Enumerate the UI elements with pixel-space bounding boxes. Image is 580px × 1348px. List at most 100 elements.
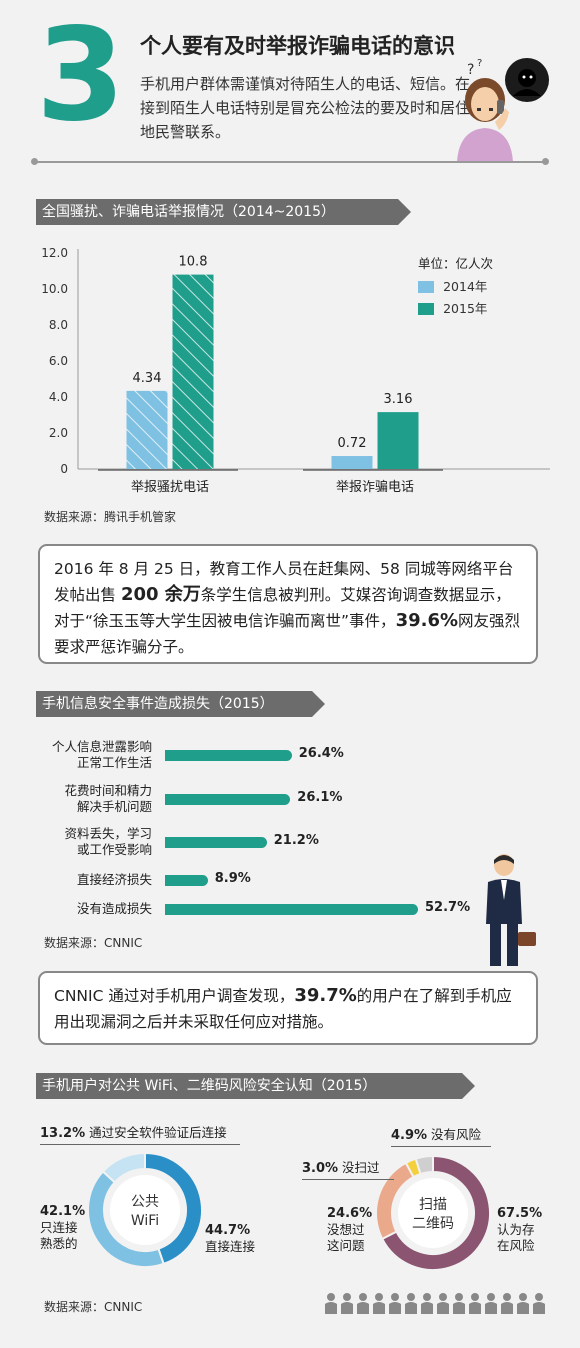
loss-bar <box>165 837 267 848</box>
person-icon <box>487 1293 495 1301</box>
bar-harassment-2014年 <box>126 390 168 469</box>
section-banner-risk: 手机用户对公共 WiFi、二维码风险安全认知（2015） <box>36 1073 475 1099</box>
svg-text:?: ? <box>467 62 474 78</box>
qr-center-label: 扫描 二维码 <box>404 1196 462 1234</box>
person-icon <box>503 1293 511 1301</box>
qr-label-notthought: 24.6% 没想过 这问题 <box>327 1205 372 1254</box>
box2-text-2: 的用户在了解到手机应用出现漏洞之后并未采取任何应对措施。 <box>54 987 512 1031</box>
person-icon <box>343 1293 351 1301</box>
qr-center-line1: 扫描 <box>419 1197 447 1213</box>
report-bar-chart: 0 2.0 4.0 6.0 8.0 10.0 12.0 4.34 10.8 举报骚扰电话 0.72… <box>41 246 550 495</box>
qr-pct-notscanned: 3.0% <box>302 1161 339 1176</box>
y-tick-label: 4.0 <box>49 390 68 404</box>
qr-donut-chart <box>375 1154 491 1271</box>
people-crowd-icon <box>325 1293 545 1314</box>
person-icon <box>341 1302 353 1314</box>
legend-2014: 2014年 <box>418 276 487 295</box>
person-icon <box>423 1293 431 1301</box>
loss-bar <box>165 904 418 915</box>
loss-bar <box>165 794 291 805</box>
wifi-txt-verified: 通过安全软件验证后连接 <box>89 1125 227 1140</box>
person-icon <box>519 1293 527 1301</box>
loss-category-label: 没有造成损失 <box>76 901 152 916</box>
person-icon <box>471 1293 479 1301</box>
person-icon <box>391 1293 399 1301</box>
category-label: 举报骚扰电话 <box>131 480 209 495</box>
qr-txt-norisk: 没有风险 <box>431 1127 482 1142</box>
wifi-slice-2 <box>101 1151 146 1184</box>
qr-slice-0 <box>380 1154 491 1271</box>
wifi-txt-familiar-2: 熟悉的 <box>40 1236 78 1251</box>
wifi-label-familiar: 42.1% 只连接 熟悉的 <box>40 1203 85 1252</box>
legend-2015: 2015年 <box>418 298 487 317</box>
loss-category-label: 资料丢失，学习 或工作受影响 <box>64 826 152 857</box>
legend-swatch-2015 <box>418 302 434 315</box>
wifi-center-line1: 公共 <box>131 1194 159 1210</box>
person-icon <box>325 1302 337 1314</box>
loss-value-label: 26.1% <box>297 790 343 805</box>
qr-label-risk: 67.5% 认为存 在风险 <box>497 1205 542 1254</box>
person-icon <box>453 1302 465 1314</box>
qr-pct-notthought: 24.6% <box>327 1206 373 1221</box>
wifi-label-direct: 44.7% 直接连接 <box>205 1222 255 1255</box>
section-intro: 手机用户群体需谨慎对待陌生人的电话、短信。在接到陌生人电话特别是冒充公检法的要及… <box>140 75 471 141</box>
y-tick-label: 2.0 <box>49 426 68 440</box>
person-icon <box>405 1302 417 1314</box>
legend-swatch-2014 <box>418 280 434 293</box>
qr-txt-risk-1: 认为存 <box>497 1222 535 1237</box>
info-box-student-data: 2016 年 8 月 25 日，教育工作人员在赶集网、58 同城等网络平台发帖出… <box>38 544 538 664</box>
qr-center <box>398 1178 468 1248</box>
wifi-donut-chart <box>87 1151 203 1268</box>
person-icon <box>407 1293 415 1301</box>
box1-text-2: 条学生信息被判刑。艾媒咨询调查数据显示，对于“徐玉玉等大学生因被电信诈骗而离世”… <box>54 586 511 630</box>
loss-value-label: 21.2% <box>273 833 319 848</box>
person-icon <box>373 1302 385 1314</box>
loss-value-label: 8.9% <box>214 871 251 886</box>
bar-value-label: 0.72 <box>338 436 367 451</box>
wifi-txt-direct: 直接连接 <box>205 1239 256 1254</box>
person-icon <box>439 1293 447 1301</box>
person-icon <box>389 1302 401 1314</box>
person-icon <box>485 1302 497 1314</box>
box2-bold-1: 39.7% <box>294 985 357 1006</box>
y-tick-label: 8.0 <box>49 318 68 332</box>
source-note-1: 数据来源：腾讯手机管家 <box>44 510 177 524</box>
loss-category-label: 直接经济损失 <box>76 872 152 887</box>
qr-txt-notscanned: 没扫过 <box>342 1160 380 1175</box>
bar-fraud-2015年 <box>377 412 419 469</box>
box1-bold-2: 39.6% <box>395 610 459 631</box>
box1-bold-1: 200 余万 <box>120 584 201 605</box>
qr-leader-notscanned <box>302 1179 394 1180</box>
person-icon <box>437 1302 449 1314</box>
category-label: 举报诈骗电话 <box>336 480 414 495</box>
qr-txt-notthought-2: 这问题 <box>327 1238 365 1253</box>
wifi-leader-verified <box>40 1144 240 1145</box>
y-tick-label: 0 <box>60 462 68 476</box>
info-box-cnnic: CNNIC 通过对手机用户调查发现，39.7%的用户在了解到手机应用出现漏洞之后… <box>38 971 538 1045</box>
header-divider <box>34 161 546 163</box>
qr-pct-risk: 67.5% <box>497 1206 543 1221</box>
divider-dot-left <box>31 158 38 165</box>
chart-unit: 单位：亿人次 <box>418 256 494 271</box>
wifi-pct-familiar: 42.1% <box>40 1204 86 1219</box>
person-icon <box>327 1293 335 1301</box>
wifi-center-label: 公共 WiFi <box>116 1193 174 1231</box>
qr-center-line2: 二维码 <box>412 1216 454 1232</box>
section-banner-losses: 手机信息安全事件造成损失（2015） <box>36 691 325 717</box>
bar-harassment-2015年 <box>172 274 214 469</box>
svg-text:?: ? <box>477 58 482 69</box>
y-tick-label: 10.0 <box>41 282 68 296</box>
source-note-2: 数据来源：CNNIC <box>44 936 143 950</box>
bar-fraud-2014年 <box>331 456 373 469</box>
wifi-pct-direct: 44.7% <box>205 1223 251 1238</box>
loss-value-label: 52.7% <box>425 900 471 915</box>
person-icon <box>535 1293 543 1301</box>
divider-dot-right <box>542 158 549 165</box>
bar-value-label: 4.34 <box>133 371 162 386</box>
box2-text-1: CNNIC 通过对手机用户调查发现， <box>54 987 295 1005</box>
legend-label-2014: 2014年 <box>443 279 488 294</box>
wifi-pct-verified: 13.2% <box>40 1126 86 1141</box>
qr-txt-risk-2: 在风险 <box>497 1238 535 1253</box>
person-icon <box>375 1293 383 1301</box>
loss-bar <box>165 875 208 886</box>
